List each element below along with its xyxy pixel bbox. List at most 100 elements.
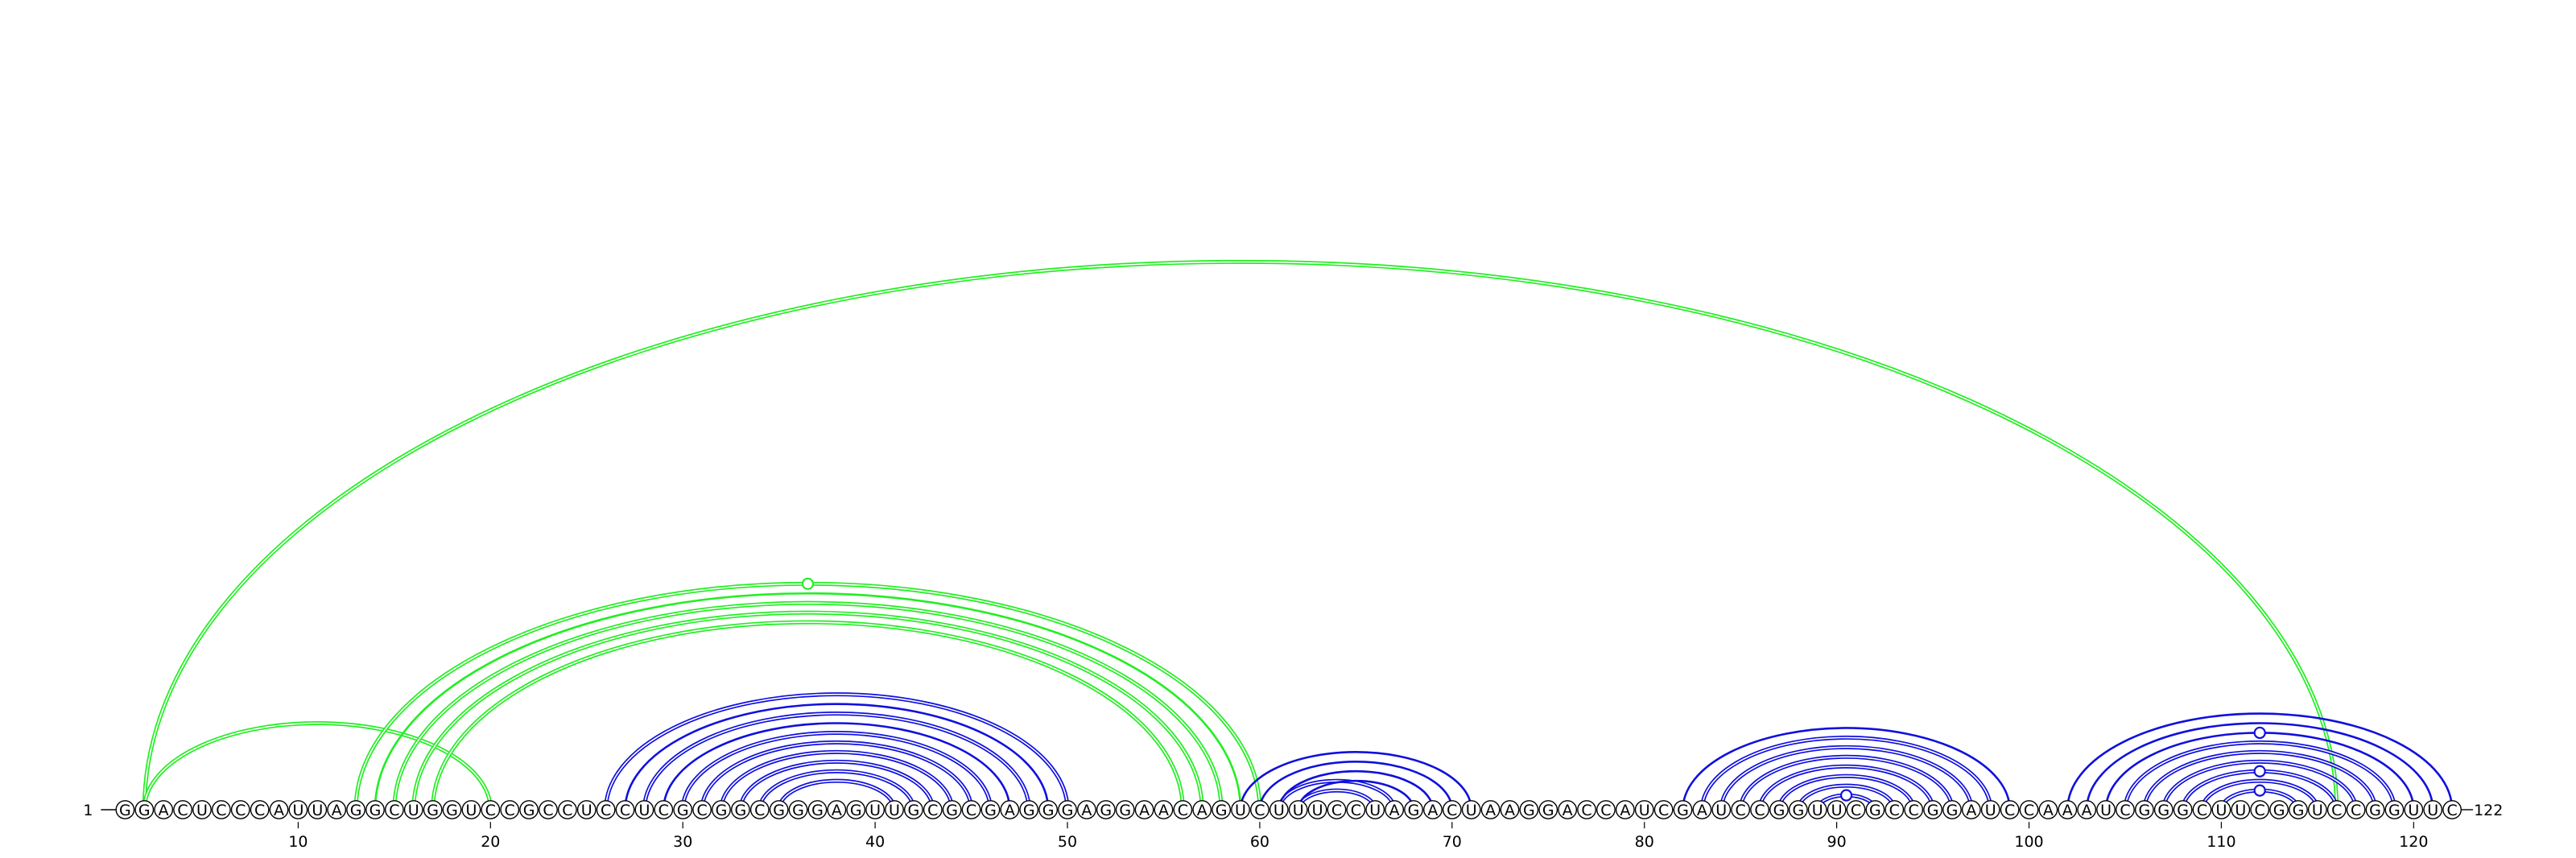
nucleotide-circle — [1885, 800, 1905, 819]
nucleotide-letter: C — [1331, 802, 1342, 819]
nucleotide-letter: C — [696, 802, 707, 819]
nucleotide-circle — [1058, 800, 1077, 819]
nucleotide-32: G — [712, 800, 731, 819]
nucleotide-letter: G — [1100, 802, 1112, 819]
nucleotide-letter: G — [1946, 802, 1959, 819]
nucleotide-letter: A — [1139, 802, 1150, 819]
nucleotide-86: C — [1750, 800, 1769, 819]
nucleotide-122: C — [2442, 800, 2462, 819]
nucleotide-21: C — [500, 800, 520, 819]
nucleotide-78: C — [1596, 800, 1616, 819]
nucleotide-letter: C — [2120, 802, 2130, 819]
nucleotide-19: U — [461, 800, 481, 819]
nucleotide-1: G — [115, 800, 135, 819]
nucleotide-33: G — [730, 800, 750, 819]
nucleotide-letter: C — [601, 802, 611, 819]
nucleotide-letter: G — [1042, 802, 1055, 819]
tick-label-120: 120 — [2399, 833, 2428, 851]
nucleotide-54: A — [1134, 800, 1154, 819]
nucleotide-letter: G — [677, 802, 689, 819]
nucleotide-81: C — [1653, 800, 1674, 819]
nucleotide-letter: G — [369, 802, 382, 819]
tick-label-20: 20 — [481, 833, 500, 851]
nucleotide-letter: A — [1427, 802, 1438, 819]
nucleotide-114: G — [2289, 800, 2308, 819]
nucleotide-circle — [1942, 800, 1962, 819]
nucleotide-letter: U — [2312, 802, 2323, 819]
nucleotide-13: G — [346, 800, 365, 819]
nucleotide-59: U — [1231, 800, 1250, 819]
nucleotide-58: G — [1212, 800, 1232, 819]
nucleotide-45: C — [961, 800, 981, 819]
nucleotide-35: G — [769, 800, 789, 819]
tick-label-110: 110 — [2207, 833, 2235, 851]
nucleotide-letter: C — [620, 802, 630, 819]
nucleotide-69: A — [1423, 800, 1443, 819]
nucleotide-circle — [2116, 800, 2135, 819]
nucleotide-letter: C — [1254, 802, 1265, 819]
nucleotide-103: A — [2077, 800, 2097, 819]
nucleotide-circle — [327, 800, 347, 819]
nucleotide-letter: C — [1909, 802, 1919, 819]
nucleotide-64: C — [1327, 800, 1347, 819]
nucleotide-circle — [1596, 800, 1616, 819]
nucleotide-circle — [2173, 800, 2193, 819]
bulge-marker-110-114 — [2253, 784, 2266, 797]
nucleotide-circle — [1365, 800, 1385, 819]
nucleotide-5: U — [192, 800, 212, 819]
nucleotide-letter: G — [427, 802, 439, 819]
nucleotide-letter: C — [2024, 802, 2034, 819]
nucleotide-80: U — [1634, 800, 1654, 819]
nucleotide-letter: U — [292, 802, 303, 819]
nucleotide-letter: U — [1235, 802, 1246, 819]
nucleotide-circle — [1173, 800, 1193, 819]
nucleotide-circle — [442, 800, 462, 819]
nucleotide-circle — [1731, 800, 1751, 819]
nucleotide-letter: U — [1812, 802, 1823, 819]
nucleotide-83: A — [1692, 800, 1712, 819]
nucleotide-67: A — [1385, 800, 1405, 819]
tick-label-100: 100 — [2014, 833, 2043, 851]
nucleotide-46: G — [980, 800, 1001, 819]
nucleotide-letter: A — [1158, 802, 1169, 819]
nucleotide-letter: G — [1792, 802, 1804, 819]
nucleotide-27: C — [615, 800, 635, 819]
nucleotide-84: U — [1711, 800, 1732, 819]
nucleotide-circle — [1442, 800, 1462, 819]
nucleotide-circle — [423, 800, 443, 819]
nucleotide-53: G — [1115, 800, 1135, 819]
nucleotide-letter: G — [1523, 802, 1535, 819]
nucleotide-letter: G — [2157, 802, 2169, 819]
nucleotide-77: C — [1577, 800, 1596, 819]
nucleotide-letter: U — [638, 802, 650, 819]
nucleotide-letter: U — [2215, 802, 2227, 819]
arc-hairpin-3-85-96-inner — [1740, 756, 1953, 811]
nucleotide-30: G — [673, 800, 693, 819]
nucleotide-97: A — [1961, 800, 1981, 819]
nucleotide-letter: C — [485, 802, 496, 819]
nucleotide-circle — [615, 800, 635, 819]
nucleotide-letter: A — [2062, 802, 2073, 819]
nucleotide-93: C — [1885, 800, 1905, 819]
nucleotide-87: G — [1769, 800, 1789, 819]
nucleotide-circle — [2326, 800, 2347, 819]
nucleotide-circle — [1538, 800, 1558, 819]
nucleotide-circle — [115, 800, 135, 819]
nucleotide-25: U — [576, 800, 597, 819]
nucleotide-letter: U — [1831, 802, 1843, 819]
nucleotide-48: G — [1019, 800, 1039, 819]
bulge-marker-104-120 — [2253, 726, 2266, 740]
nucleotide-99: C — [2000, 800, 2020, 819]
nucleotide-circle — [1423, 800, 1443, 819]
nucleotide-letter: G — [773, 802, 785, 819]
nucleotide-95: G — [1923, 800, 1942, 819]
arc-hairpin-3-83-98-inner — [1701, 736, 1992, 811]
nucleotide-letter: U — [196, 802, 208, 819]
nucleotide-circle — [2404, 800, 2424, 819]
nucleotide-circle — [1653, 800, 1674, 819]
nucleotide-circle — [596, 800, 616, 819]
nucleotide-120: U — [2404, 800, 2424, 819]
nucleotide-44: G — [942, 800, 962, 819]
nucleotide-circle — [384, 800, 404, 819]
nucleotide-circle — [134, 800, 155, 819]
